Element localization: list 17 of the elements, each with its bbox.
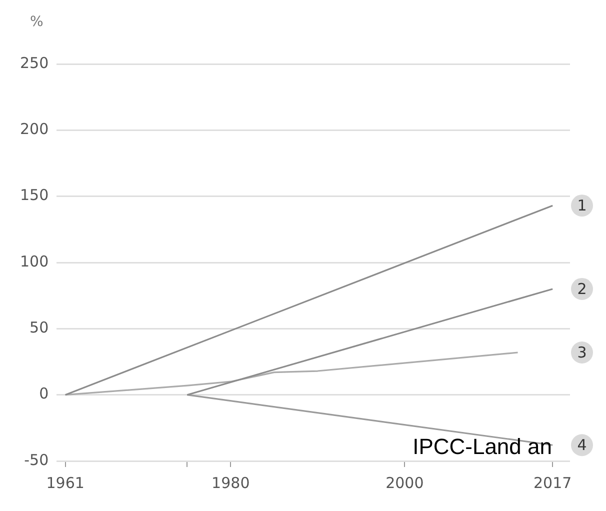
y-tick-label: 100	[20, 252, 49, 270]
y-tick-label: 50	[30, 318, 49, 337]
x-tick-label: 2017	[534, 474, 572, 492]
text: 3	[577, 343, 587, 362]
y-tick-label: 200	[20, 120, 49, 138]
annotation: IPCC-Land an	[412, 434, 552, 460]
y-tick-label: 0	[39, 384, 49, 403]
y-axis-title: %	[30, 14, 44, 30]
y-tick-label: 250	[20, 54, 49, 72]
y-tick-label: 150	[20, 186, 49, 204]
x-tick-label: 1961	[46, 474, 84, 492]
y-tick-label: -50	[24, 450, 49, 469]
series-label: 1	[577, 196, 587, 214]
series-label: 2	[577, 280, 587, 298]
x-tick-label: 2000	[386, 474, 424, 492]
series-label: 4	[577, 436, 587, 454]
x-tick-label: 1980	[212, 474, 250, 492]
